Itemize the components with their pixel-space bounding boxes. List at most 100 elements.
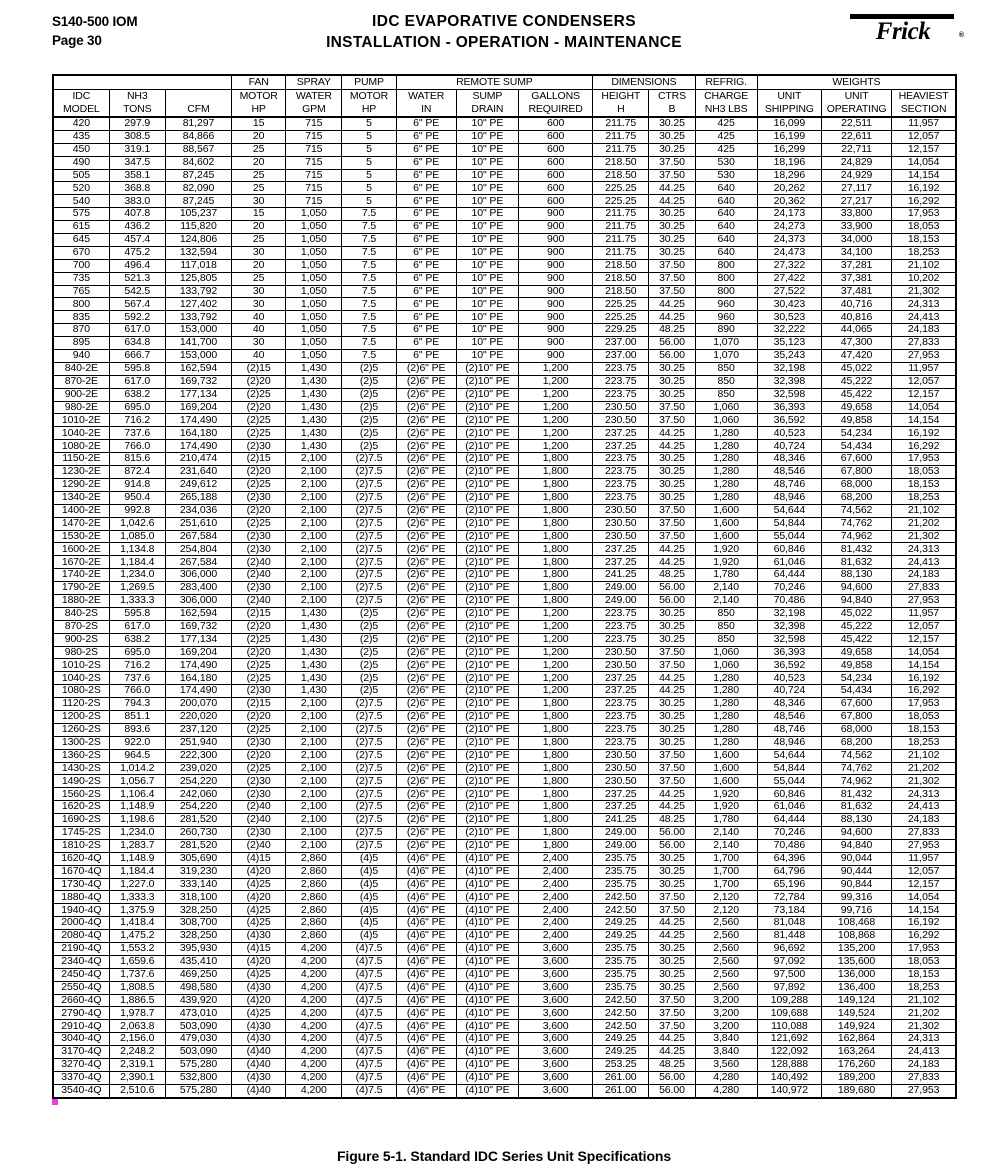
table-row: 1040-2S 737.6 164,180 (2)25 1,430 (2)5 (2)6" P… (52, 671, 957, 686)
cell-operating: 37,481 (820, 284, 893, 299)
table-row: 1010-2S 716.2 174,490 (2)25 1,430 (2)5 (2)6" P… (52, 658, 957, 673)
cell-shipping: 36,393 (756, 400, 822, 415)
cell-model: 1040-2S (52, 671, 110, 686)
cell-h: 242.50 (592, 1019, 650, 1034)
cell-h: 241.25 (592, 568, 650, 583)
cell-gpm: 1,050 (285, 258, 343, 273)
cell-hp: (4)5 (341, 877, 397, 892)
table-row: 645 457.4 124,806 25 1,050 7.5 6" PE 10" PE 900 2… (52, 233, 957, 247)
cell-gpm: 1,430 (285, 439, 343, 454)
cell-cfm: 328,250 (164, 929, 233, 943)
cell-b: 30.25 (648, 207, 696, 222)
table-row: 2910-4Q 2,063.8 503,090 (4)30 4,200 (4)7.5 (4)… (52, 1019, 957, 1034)
cell-required: 2,400 (517, 851, 594, 866)
cell-operating: 27,217 (820, 194, 893, 209)
cell-cfm: 260,730 (164, 825, 233, 840)
cell-gpm: 4,200 (285, 1070, 343, 1085)
cell-hp: (4)30 (231, 980, 287, 995)
cell-section: 21,102 (891, 748, 957, 763)
cell-h: 237.25 (592, 542, 650, 557)
cell-operating: 27,117 (820, 181, 893, 196)
cell-hp: (4)7.5 (341, 1006, 397, 1021)
cell-required: 1,200 (517, 361, 594, 376)
cell-tons: 1,184.4 (108, 555, 166, 570)
cell-h: 230.50 (592, 516, 650, 531)
cell-model: 900-2S (52, 632, 110, 647)
cell-section: 17,953 (891, 942, 957, 956)
cell-hp: (2)5 (341, 400, 397, 415)
cell-drain: (4)10" PE (455, 851, 519, 866)
cell-h: 249.25 (592, 916, 650, 931)
cell-required: 3,600 (517, 980, 594, 995)
table-row: 1400-2E 992.8 234,036 (2)20 2,100 (2)7.5 (2)6"… (52, 503, 957, 518)
table-row: 1670-2E 1,184.4 267,584 (2)40 2,100 (2)7.5 (2)… (52, 555, 957, 570)
cell-hp: 5 (341, 142, 397, 157)
cell-section: 24,183 (891, 568, 957, 583)
cell-hp: (2)30 (231, 529, 287, 544)
cell-model: 3540-4Q (52, 1083, 110, 1099)
table-row: 670 475.2 132,594 30 1,050 7.5 6" PE 10" PE 900 2… (52, 245, 957, 260)
cell-hp: (2)5 (341, 645, 397, 660)
cell-tons: 457.4 (108, 233, 166, 247)
table-row: 3370-4Q 2,390.1 532,800 (4)30 4,200 (4)7.5 (4)… (52, 1070, 957, 1085)
cell-model: 1430-2S (52, 761, 110, 776)
cell-in: (4)6" PE (395, 1006, 457, 1021)
cell-hp: (2)5 (341, 606, 397, 621)
cell-model: 765 (52, 284, 110, 299)
cell-model: 870 (52, 323, 110, 338)
title-line-2: INSTALLATION - OPERATION - MAINTENANCE (326, 34, 682, 51)
cell-hp: 7.5 (341, 271, 397, 286)
cell-shipping: 48,546 (756, 709, 822, 724)
cell-b: 44.25 (648, 297, 696, 312)
table-row: 3540-4Q 2,510.6 575,280 (4)40 4,200 (4)7.5 (4)… (52, 1083, 957, 1099)
cell-hp: (4)7.5 (341, 980, 397, 995)
frick-logo: Frick ® (844, 14, 964, 48)
cell-b: 44.25 (648, 1045, 696, 1060)
cell-hp: 25 (231, 233, 287, 247)
cell-drain: (2)10" PE (455, 825, 519, 840)
cell-nh3-lbs: 1,600 (694, 516, 758, 531)
cell-drain: (2)10" PE (455, 658, 519, 673)
cell-operating: 108,868 (820, 929, 893, 943)
cell-b: 44.25 (648, 800, 696, 815)
cell-h: 241.25 (592, 813, 650, 827)
cell-in: 6" PE (395, 310, 457, 325)
table-row: 1080-2E 766.0 174,490 (2)30 1,430 (2)5 (2)6" P… (52, 439, 957, 454)
cell-drain: (4)10" PE (455, 864, 519, 879)
column-header-hp: HP (341, 103, 397, 118)
cell-hp: (2)25 (231, 426, 287, 441)
cell-h: 223.75 (592, 735, 650, 750)
cell-hp: 25 (231, 271, 287, 286)
cell-model: 1790-2E (52, 581, 110, 595)
cell-hp: (2)5 (341, 426, 397, 441)
cell-gpm: 4,200 (285, 967, 343, 982)
cell-hp: 7.5 (341, 207, 397, 222)
cell-b: 37.50 (648, 503, 696, 518)
cell-operating: 24,829 (820, 155, 893, 170)
cell-shipping: 110,088 (756, 1019, 822, 1034)
cell-hp: (2)15 (231, 361, 287, 376)
cell-hp: (2)7.5 (341, 774, 397, 789)
cell-in: 6" PE (395, 323, 457, 338)
cell-h: 235.75 (592, 967, 650, 982)
cell-shipping: 140,492 (756, 1070, 822, 1085)
cell-hp: 25 (231, 142, 287, 157)
cell-shipping: 32,398 (756, 374, 822, 389)
cell-model: 2000-4Q (52, 916, 110, 931)
cell-h: 230.50 (592, 761, 650, 776)
cell-operating: 74,762 (820, 761, 893, 776)
table-row: 3040-4Q 2,156.0 479,030 (4)30 4,200 (4)7.5 (4)… (52, 1032, 957, 1047)
cell-cfm: 234,036 (164, 503, 233, 518)
cell-gpm: 1,430 (285, 645, 343, 660)
cell-h: 237.25 (592, 426, 650, 441)
cell-model: 3170-4Q (52, 1045, 110, 1060)
cell-in: (2)6" PE (395, 490, 457, 505)
cell-h: 230.50 (592, 658, 650, 673)
cell-gpm: 1,430 (285, 426, 343, 441)
cell-in: 6" PE (395, 233, 457, 247)
cell-required: 1,200 (517, 387, 594, 402)
cell-h: 237.25 (592, 800, 650, 815)
cell-nh3-lbs: 4,280 (694, 1070, 758, 1085)
cell-shipping: 30,423 (756, 297, 822, 312)
cell-cfm: 265,188 (164, 490, 233, 505)
